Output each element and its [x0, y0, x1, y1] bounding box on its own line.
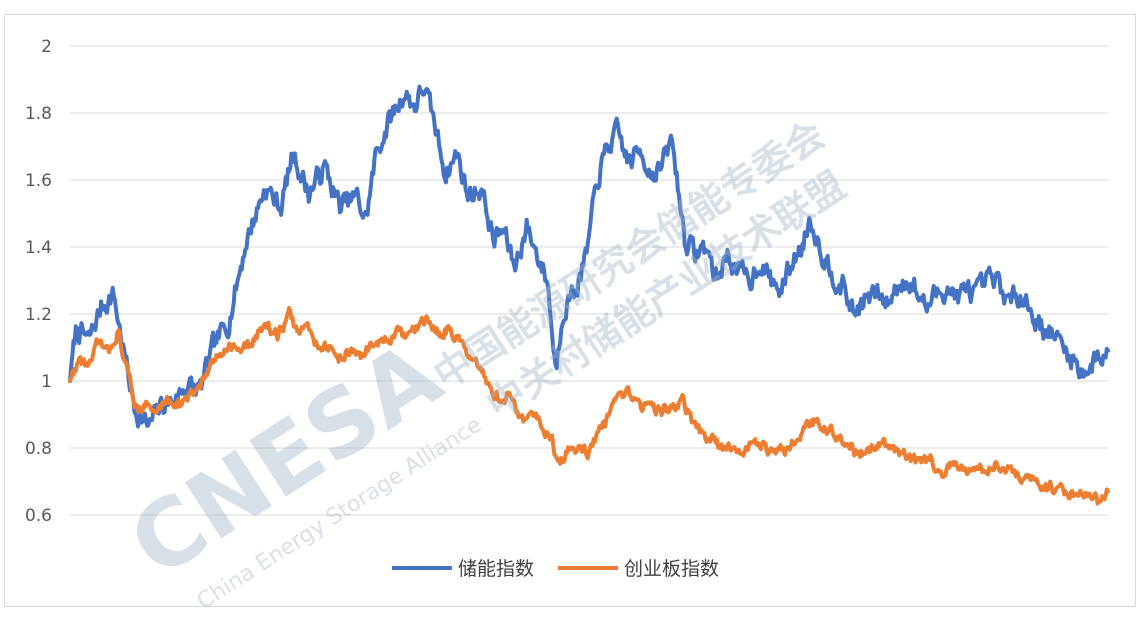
legend-label-1: 创业板指数 — [624, 558, 719, 580]
y-tick-label: 1.8 — [25, 104, 52, 124]
legend-label-0: 储能指数 — [458, 558, 534, 580]
y-tick-label: 2 — [41, 37, 52, 57]
y-tick-label: 1 — [41, 372, 52, 392]
y-tick-label: 1.2 — [25, 305, 52, 325]
series-line-1 — [68, 306, 1110, 506]
series-lines — [68, 84, 1110, 506]
y-tick-label: 0.6 — [25, 506, 52, 526]
y-tick-label: 1.6 — [25, 171, 52, 191]
y-tick-label: 0.8 — [25, 439, 52, 459]
watermark: CNESA China Energy Storage Alliance 中国能源… — [111, 112, 853, 615]
y-tick-label: 1.4 — [25, 238, 52, 258]
legend: 储能指数 创业板指数 — [392, 558, 719, 580]
series-line-0 — [68, 84, 1110, 429]
y-axis-ticks: 0.6 0.8 1 1.2 1.4 1.6 1.8 2 — [25, 37, 52, 526]
